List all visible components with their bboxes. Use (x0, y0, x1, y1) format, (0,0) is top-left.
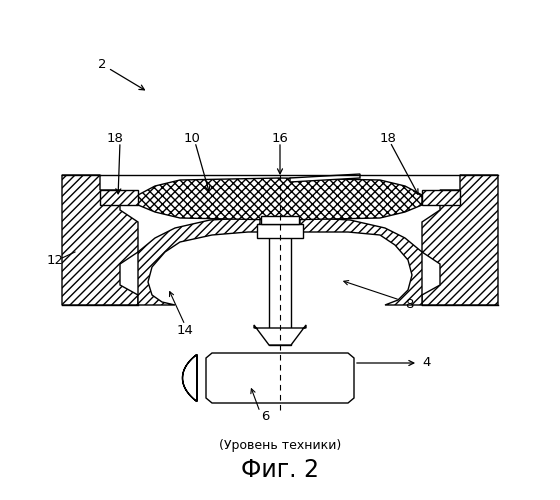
Polygon shape (206, 353, 354, 403)
Polygon shape (269, 232, 291, 345)
Polygon shape (261, 216, 299, 224)
Polygon shape (422, 190, 460, 205)
Text: 14: 14 (176, 324, 193, 336)
Polygon shape (257, 224, 303, 238)
Polygon shape (100, 190, 138, 205)
Polygon shape (138, 218, 260, 305)
Text: 12: 12 (46, 254, 63, 266)
Polygon shape (300, 218, 422, 305)
Text: 18: 18 (106, 132, 123, 144)
Text: 18: 18 (380, 132, 396, 144)
Text: 2: 2 (98, 58, 106, 71)
Text: Фиг. 2: Фиг. 2 (241, 458, 319, 482)
Polygon shape (254, 325, 306, 345)
Text: 8: 8 (405, 298, 413, 310)
Polygon shape (290, 174, 360, 182)
Polygon shape (422, 175, 498, 305)
Polygon shape (138, 178, 422, 220)
Text: 4: 4 (422, 356, 431, 370)
Polygon shape (183, 354, 197, 402)
Text: 10: 10 (184, 132, 200, 144)
Text: (Уровень техники): (Уровень техники) (219, 438, 341, 452)
Polygon shape (62, 175, 138, 305)
Text: 6: 6 (261, 410, 269, 424)
Text: 16: 16 (272, 132, 288, 144)
